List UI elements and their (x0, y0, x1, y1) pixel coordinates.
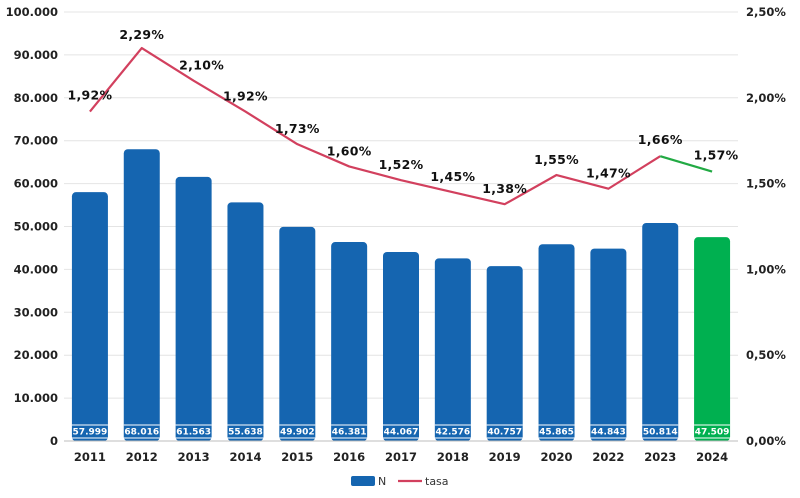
y-left-tick-label: 50.000 (14, 220, 58, 234)
x-tick-label: 2017 (385, 450, 417, 464)
bar-value-label: 42.576 (435, 428, 470, 438)
x-tick-label: 2011 (74, 450, 106, 464)
y-right-tick-label: 1,00% (746, 262, 786, 276)
line-value-label: 1,66% (638, 132, 683, 147)
y-left-tick-label: 30.000 (14, 305, 58, 319)
bar-value-label: 49.902 (280, 428, 315, 438)
legend-swatch-bar (351, 476, 375, 486)
y-right-tick-label: 2,50% (746, 5, 786, 19)
y-right-tick-label: 2,00% (746, 91, 786, 105)
bar (434, 258, 471, 441)
x-tick-label: 2015 (281, 450, 313, 464)
tasa-line-segment-highlight (659, 155, 713, 173)
x-tick-label: 2018 (437, 450, 469, 464)
data-labels: 57.999 68.016 61.563 55.638 49.902 46.381 44.0… (67, 27, 738, 437)
bar (383, 251, 419, 441)
line-value-label: 1,45% (430, 169, 475, 184)
y-right-tick-label: 1,50% (746, 177, 786, 191)
bar-value-label: 44.067 (384, 428, 419, 438)
bar (486, 266, 523, 441)
bar (331, 242, 368, 441)
line-series (89, 46, 713, 206)
x-tick-label: 2020 (541, 450, 573, 464)
y-right-tick-label: 0,50% (746, 348, 786, 362)
line-value-label: 1,47% (586, 166, 631, 181)
line-value-label: 1,92% (67, 88, 112, 103)
legend-label: tasa (425, 475, 449, 488)
x-tick-label: 2013 (178, 450, 210, 464)
y-left-tick-label: 0 (50, 434, 58, 448)
y-right-tick-label: 0,00% (746, 434, 786, 448)
line-value-label: 1,57% (694, 148, 739, 163)
x-tick-label: 2016 (333, 450, 365, 464)
x-tick-label: 2012 (126, 450, 158, 464)
legend-label: N (378, 475, 386, 488)
x-tick-label: 2023 (644, 450, 676, 464)
y-left-tick-label: 90.000 (14, 48, 58, 62)
bar (642, 223, 679, 441)
bar-value-label: 55.638 (228, 428, 263, 438)
x-tick-label: 2019 (489, 450, 521, 464)
bar-value-label: 40.757 (487, 428, 522, 438)
bar-value-label: 50.814 (643, 428, 678, 438)
y-left-tick-label: 70.000 (14, 134, 58, 148)
bar-value-label: 57.999 (73, 428, 108, 438)
line-value-label: 1,92% (223, 89, 268, 104)
line-value-label: 2,10% (179, 58, 224, 73)
line-value-label: 1,52% (379, 157, 424, 172)
y-left-tick-label: 60.000 (14, 177, 58, 191)
line-value-label: 1,55% (534, 152, 579, 167)
bar (538, 244, 575, 441)
y-left-tick-label: 100.000 (6, 5, 58, 19)
bar (279, 226, 316, 441)
line-value-label: 1,38% (482, 181, 527, 196)
bar (227, 202, 264, 441)
bar (694, 237, 731, 441)
x-tick-label: 2024 (696, 450, 728, 464)
x-tick-label: 2022 (592, 450, 624, 464)
bar-value-label: 47.509 (695, 428, 730, 438)
line-value-label: 1,73% (275, 121, 320, 136)
bar-value-label: 45.865 (539, 428, 574, 438)
bar (71, 192, 108, 441)
y-left-tick-label: 40.000 (14, 262, 58, 276)
bar-value-label: 46.381 (332, 428, 367, 438)
line-value-label: 2,29% (119, 27, 164, 42)
bar-value-label: 44.843 (591, 428, 626, 438)
y-left-tick-label: 10.000 (14, 391, 58, 405)
bar-value-label: 61.563 (176, 428, 211, 438)
y-left-tick-label: 20.000 (14, 348, 58, 362)
axes: 0 10.000 20.000 30.000 40.000 50.000 60.000 70.… (6, 5, 787, 464)
bar (590, 248, 627, 441)
x-tick-label: 2014 (229, 450, 261, 464)
y-left-tick-label: 80.000 (14, 91, 58, 105)
line-value-label: 1,60% (327, 143, 372, 158)
tasa-line (89, 46, 661, 206)
bar (123, 149, 160, 441)
bar (175, 176, 212, 442)
bar-series (71, 149, 731, 442)
bar-value-label: 68.016 (124, 428, 159, 438)
